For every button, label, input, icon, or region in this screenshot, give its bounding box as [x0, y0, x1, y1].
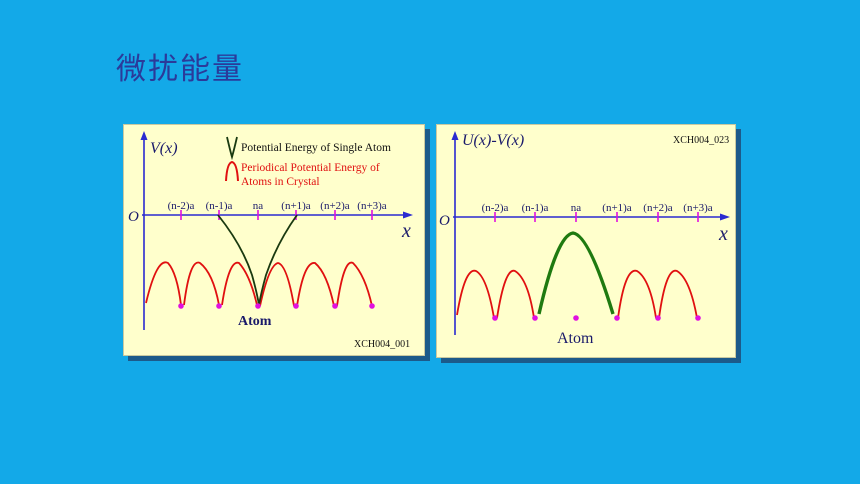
atom-dot: [492, 315, 498, 321]
right-x-arrow: [720, 213, 730, 221]
x-axis-tick-label: (n-2)a: [482, 202, 509, 214]
right-diagram-panel: U(x)-V(x) x O XCH004_023 (n-2)a (n-1)a na(…: [436, 124, 736, 358]
right-diagram: U(x)-V(x) x O XCH004_023 (n-2)a (n-1)a na(…: [439, 131, 730, 347]
right-x-axis-label: x: [718, 223, 728, 245]
atom-dot: [573, 315, 579, 321]
right-y-axis-label: U(x)-V(x): [462, 132, 524, 149]
atom-dot: [255, 303, 261, 309]
left-diagram: V(x) x O Potential Energy of Single Atom…: [128, 131, 413, 350]
x-axis-tick-label: (n+3)a: [357, 200, 387, 212]
left-x-arrow: [403, 211, 413, 219]
x-axis-tick-label: (n+2)a: [320, 200, 350, 212]
right-y-arrow: [451, 131, 459, 140]
atom-dot: [532, 315, 538, 321]
left-single-atom-potential: [217, 214, 298, 306]
atom-dot: [369, 303, 375, 309]
left-atom-dots: [178, 303, 375, 309]
x-axis-tick-label: na: [571, 202, 582, 214]
right-atom-dots: [492, 315, 701, 321]
left-diagram-panel: V(x) x O Potential Energy of Single Atom…: [123, 124, 425, 356]
x-axis-tick-label: na: [253, 200, 264, 212]
atom-dot: [178, 303, 184, 309]
atom-dot: [655, 315, 661, 321]
x-axis-tick-label: (n-1)a: [522, 202, 549, 214]
legend-single-atom-text: Potential Energy of Single Atom: [241, 142, 391, 154]
atom-dot: [332, 303, 338, 309]
left-origin-label: O: [128, 209, 139, 225]
left-atom-label: Atom: [238, 314, 272, 329]
x-axis-tick-label: (n-1)a: [206, 200, 233, 212]
left-y-arrow: [140, 131, 148, 140]
legend-single-atom-icon: [226, 136, 238, 161]
right-atom-label: Atom: [557, 330, 594, 347]
left-periodic-potential: [145, 261, 373, 307]
x-axis-tick-label: (n+2)a: [643, 202, 673, 214]
right-code-label: XCH004_023: [673, 135, 729, 146]
x-axis-tick-label: (n-2)a: [168, 200, 195, 212]
atom-dot: [216, 303, 222, 309]
legend-periodic-icon: [225, 160, 239, 182]
left-y-axis-label: V(x): [150, 140, 178, 157]
legend-periodic-text-1: Periodical Potential Energy of: [241, 162, 380, 174]
left-x-axis-label: x: [401, 220, 411, 242]
right-perturbation-potential: [537, 231, 615, 315]
x-axis-tick-label: (n+1)a: [602, 202, 632, 214]
right-origin-label: O: [439, 213, 450, 229]
legend-periodic-text-2: Atoms in Crystal: [241, 176, 320, 188]
x-axis-tick-label: (n+3)a: [683, 202, 713, 214]
slide-title: 微扰能量: [116, 52, 244, 87]
atom-dot: [695, 315, 701, 321]
right-tick-group: (n-2)a (n-1)a na (n+1)a (n+2)a (n+3)a: [482, 202, 713, 222]
right-periodic-potential: [456, 269, 698, 319]
left-tick-group: (n-2)a (n-1)a na (n+1)a (n+2)a (n+3)a: [168, 200, 387, 220]
left-code-label: XCH004_001: [354, 339, 410, 350]
x-axis-tick-label: (n+1)a: [281, 200, 311, 212]
atom-dot: [614, 315, 620, 321]
atom-dot: [293, 303, 299, 309]
